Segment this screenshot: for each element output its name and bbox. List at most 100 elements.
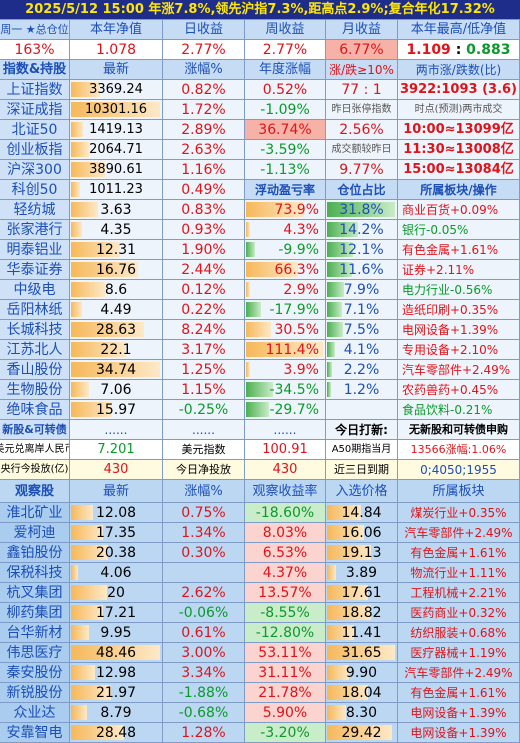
- value-bar: [327, 322, 343, 337]
- index-ytd: [245, 180, 326, 200]
- index-header-cell-text: 涨/跌≥10%: [329, 62, 394, 77]
- watch-name[interactable]: 保税科技: [0, 563, 70, 583]
- watch-sector: 汽车零部件+2.49%: [398, 523, 520, 543]
- watch-name[interactable]: 台华新材: [0, 623, 70, 643]
- value-bar: [327, 525, 365, 540]
- value-bar: [246, 282, 250, 297]
- watch-entry: 8.30: [326, 703, 398, 723]
- watch-change: -0.68%: [163, 703, 245, 723]
- index-ytd-text: -1.09%: [260, 101, 310, 118]
- index-header-cell: 指数&持股: [0, 60, 70, 80]
- value-bar: [71, 665, 96, 680]
- stock-name[interactable]: 绝味食品: [0, 400, 70, 420]
- watch-change: 1.34%: [163, 523, 245, 543]
- stock-name[interactable]: 轻纺城: [0, 200, 70, 220]
- stock-name[interactable]: 张家港行: [0, 220, 70, 240]
- watch-entry-text: 17.61: [341, 584, 382, 601]
- index-name-text: 北证50: [11, 121, 58, 138]
- watch-price-text: 17.21: [95, 604, 137, 621]
- watch-entry-text: 14.84: [341, 504, 382, 521]
- stock-name[interactable]: 岳阳林纸: [0, 300, 70, 320]
- index-header-cell-text: 两市涨/跌数(比): [415, 62, 502, 77]
- index-name-text: 科创50: [11, 181, 58, 198]
- stock-row: 张家港行 4.35 0.93% 4.3% 14.2% 银行-0.05%: [0, 220, 520, 240]
- watch-sector: 电网设备+1.39%: [398, 723, 520, 743]
- index-change-text: 0.82%: [181, 81, 226, 98]
- watch-return: 6.53%: [245, 543, 326, 563]
- summary-header-cell-text: 本年最高/低净值: [410, 22, 507, 37]
- watch-name[interactable]: 新锐股份: [0, 683, 70, 703]
- value-bar: [246, 202, 304, 217]
- watch-name[interactable]: 鑫铂股份: [0, 543, 70, 563]
- watch-header-cell-text: 涨幅%: [184, 483, 223, 499]
- value-bar: [71, 565, 79, 580]
- stock-name[interactable]: 明泰铝业: [0, 240, 70, 260]
- stock-name[interactable]: 中级电: [0, 280, 70, 300]
- stock-price-text: 4.49: [100, 301, 132, 318]
- value-bar: [327, 565, 336, 580]
- stock-price: 16.76: [70, 260, 163, 280]
- newbond-label: 新股&可转债: [0, 420, 70, 440]
- dxy-label-text: 美元指数: [181, 443, 226, 456]
- watch-name[interactable]: 爱柯迪: [0, 523, 70, 543]
- stock-position: 14.2%: [326, 220, 398, 240]
- stock-name-text: 明泰铝业: [6, 241, 63, 258]
- stock-position-text: 7.5%: [343, 321, 380, 338]
- index-header-cell-text: 涨幅%: [184, 62, 223, 77]
- watch-row: 秦安股份 12.98 3.34% 31.11% 9.90 汽车零部件+2.49%: [0, 663, 520, 683]
- stock-change: 0.12%: [163, 280, 245, 300]
- index-row: 创业板指 2064.71 2.63% -3.59% 成交额较昨日 11:30≈13008亿: [0, 140, 520, 160]
- watch-price-text: 12.98: [95, 664, 137, 681]
- stock-name[interactable]: 生物股份: [0, 380, 70, 400]
- stock-name-text: 岳阳林纸: [6, 301, 63, 318]
- watch-name[interactable]: 众业达: [0, 703, 70, 723]
- watch-entry: 17.61: [326, 583, 398, 603]
- stock-change-text: 1.90%: [181, 241, 226, 258]
- newbond-label-text: 新股&可转债: [2, 423, 67, 436]
- stock-name-text: 华泰证券: [6, 261, 63, 278]
- watch-name[interactable]: 安靠智电: [0, 723, 70, 743]
- index-extra: [398, 180, 520, 200]
- watch-row: 台华新材 9.95 0.61% -12.80% 11.41 纺织服装+0.68%: [0, 623, 520, 643]
- stock-position: 7.9%: [326, 280, 398, 300]
- index-extra-text: 10:00≈13099亿: [403, 122, 514, 137]
- watch-entry: 16.06: [326, 523, 398, 543]
- stock-name[interactable]: 华泰证券: [0, 260, 70, 280]
- watch-sector: 电网设备+1.39%: [398, 703, 520, 723]
- watch-price: 12.98: [70, 663, 163, 683]
- value-bar: [71, 605, 104, 620]
- watch-name[interactable]: 秦安股份: [0, 663, 70, 683]
- stock-change-text: 8.24%: [181, 321, 226, 338]
- watch-change: -1.88%: [163, 683, 245, 703]
- watch-name[interactable]: 柳药集团: [0, 603, 70, 623]
- stock-row: 生物股份 7.06 1.15% -34.5% 1.2% 农药兽药+0.45%: [0, 380, 520, 400]
- watch-name[interactable]: 杭叉集团: [0, 583, 70, 603]
- index-info: 77 : 1: [326, 80, 398, 100]
- dxy-value: 100.91: [245, 440, 326, 460]
- watch-row: 众业达 8.79 -0.68% 5.90% 8.30 电网设备+1.39%: [0, 703, 520, 723]
- stock-price: 3.63: [70, 200, 163, 220]
- stock-change-text: -0.25%: [178, 401, 229, 418]
- watch-name[interactable]: 伟思医疗: [0, 643, 70, 663]
- newbond-cell: ......: [163, 420, 245, 440]
- value-bar: [71, 585, 108, 600]
- stock-sector-text: 专用设备+2.10%: [402, 342, 499, 357]
- stock-name[interactable]: 长城科技: [0, 320, 70, 340]
- watch-name[interactable]: 淮北矿业: [0, 503, 70, 523]
- stock-position-text: 2.2%: [343, 361, 380, 378]
- net-injection-label-text: 今日净投放: [176, 463, 231, 476]
- index-change-text: 2.89%: [181, 121, 226, 138]
- value-bar: [71, 322, 144, 337]
- stock-name[interactable]: 香山股份: [0, 360, 70, 380]
- stock-name-text: 江苏北人: [6, 341, 63, 358]
- nav-high: 1.109: [406, 41, 456, 58]
- watch-return-text: -18.60%: [255, 504, 315, 521]
- summary-value-text: 2.77%: [262, 41, 308, 58]
- value-bar: [71, 242, 120, 257]
- value-bar: [246, 382, 273, 397]
- value-bar: [327, 545, 372, 560]
- stock-name[interactable]: 江苏北人: [0, 340, 70, 360]
- stock-sector: 专用设备+2.10%: [398, 340, 520, 360]
- index-info: [326, 180, 398, 200]
